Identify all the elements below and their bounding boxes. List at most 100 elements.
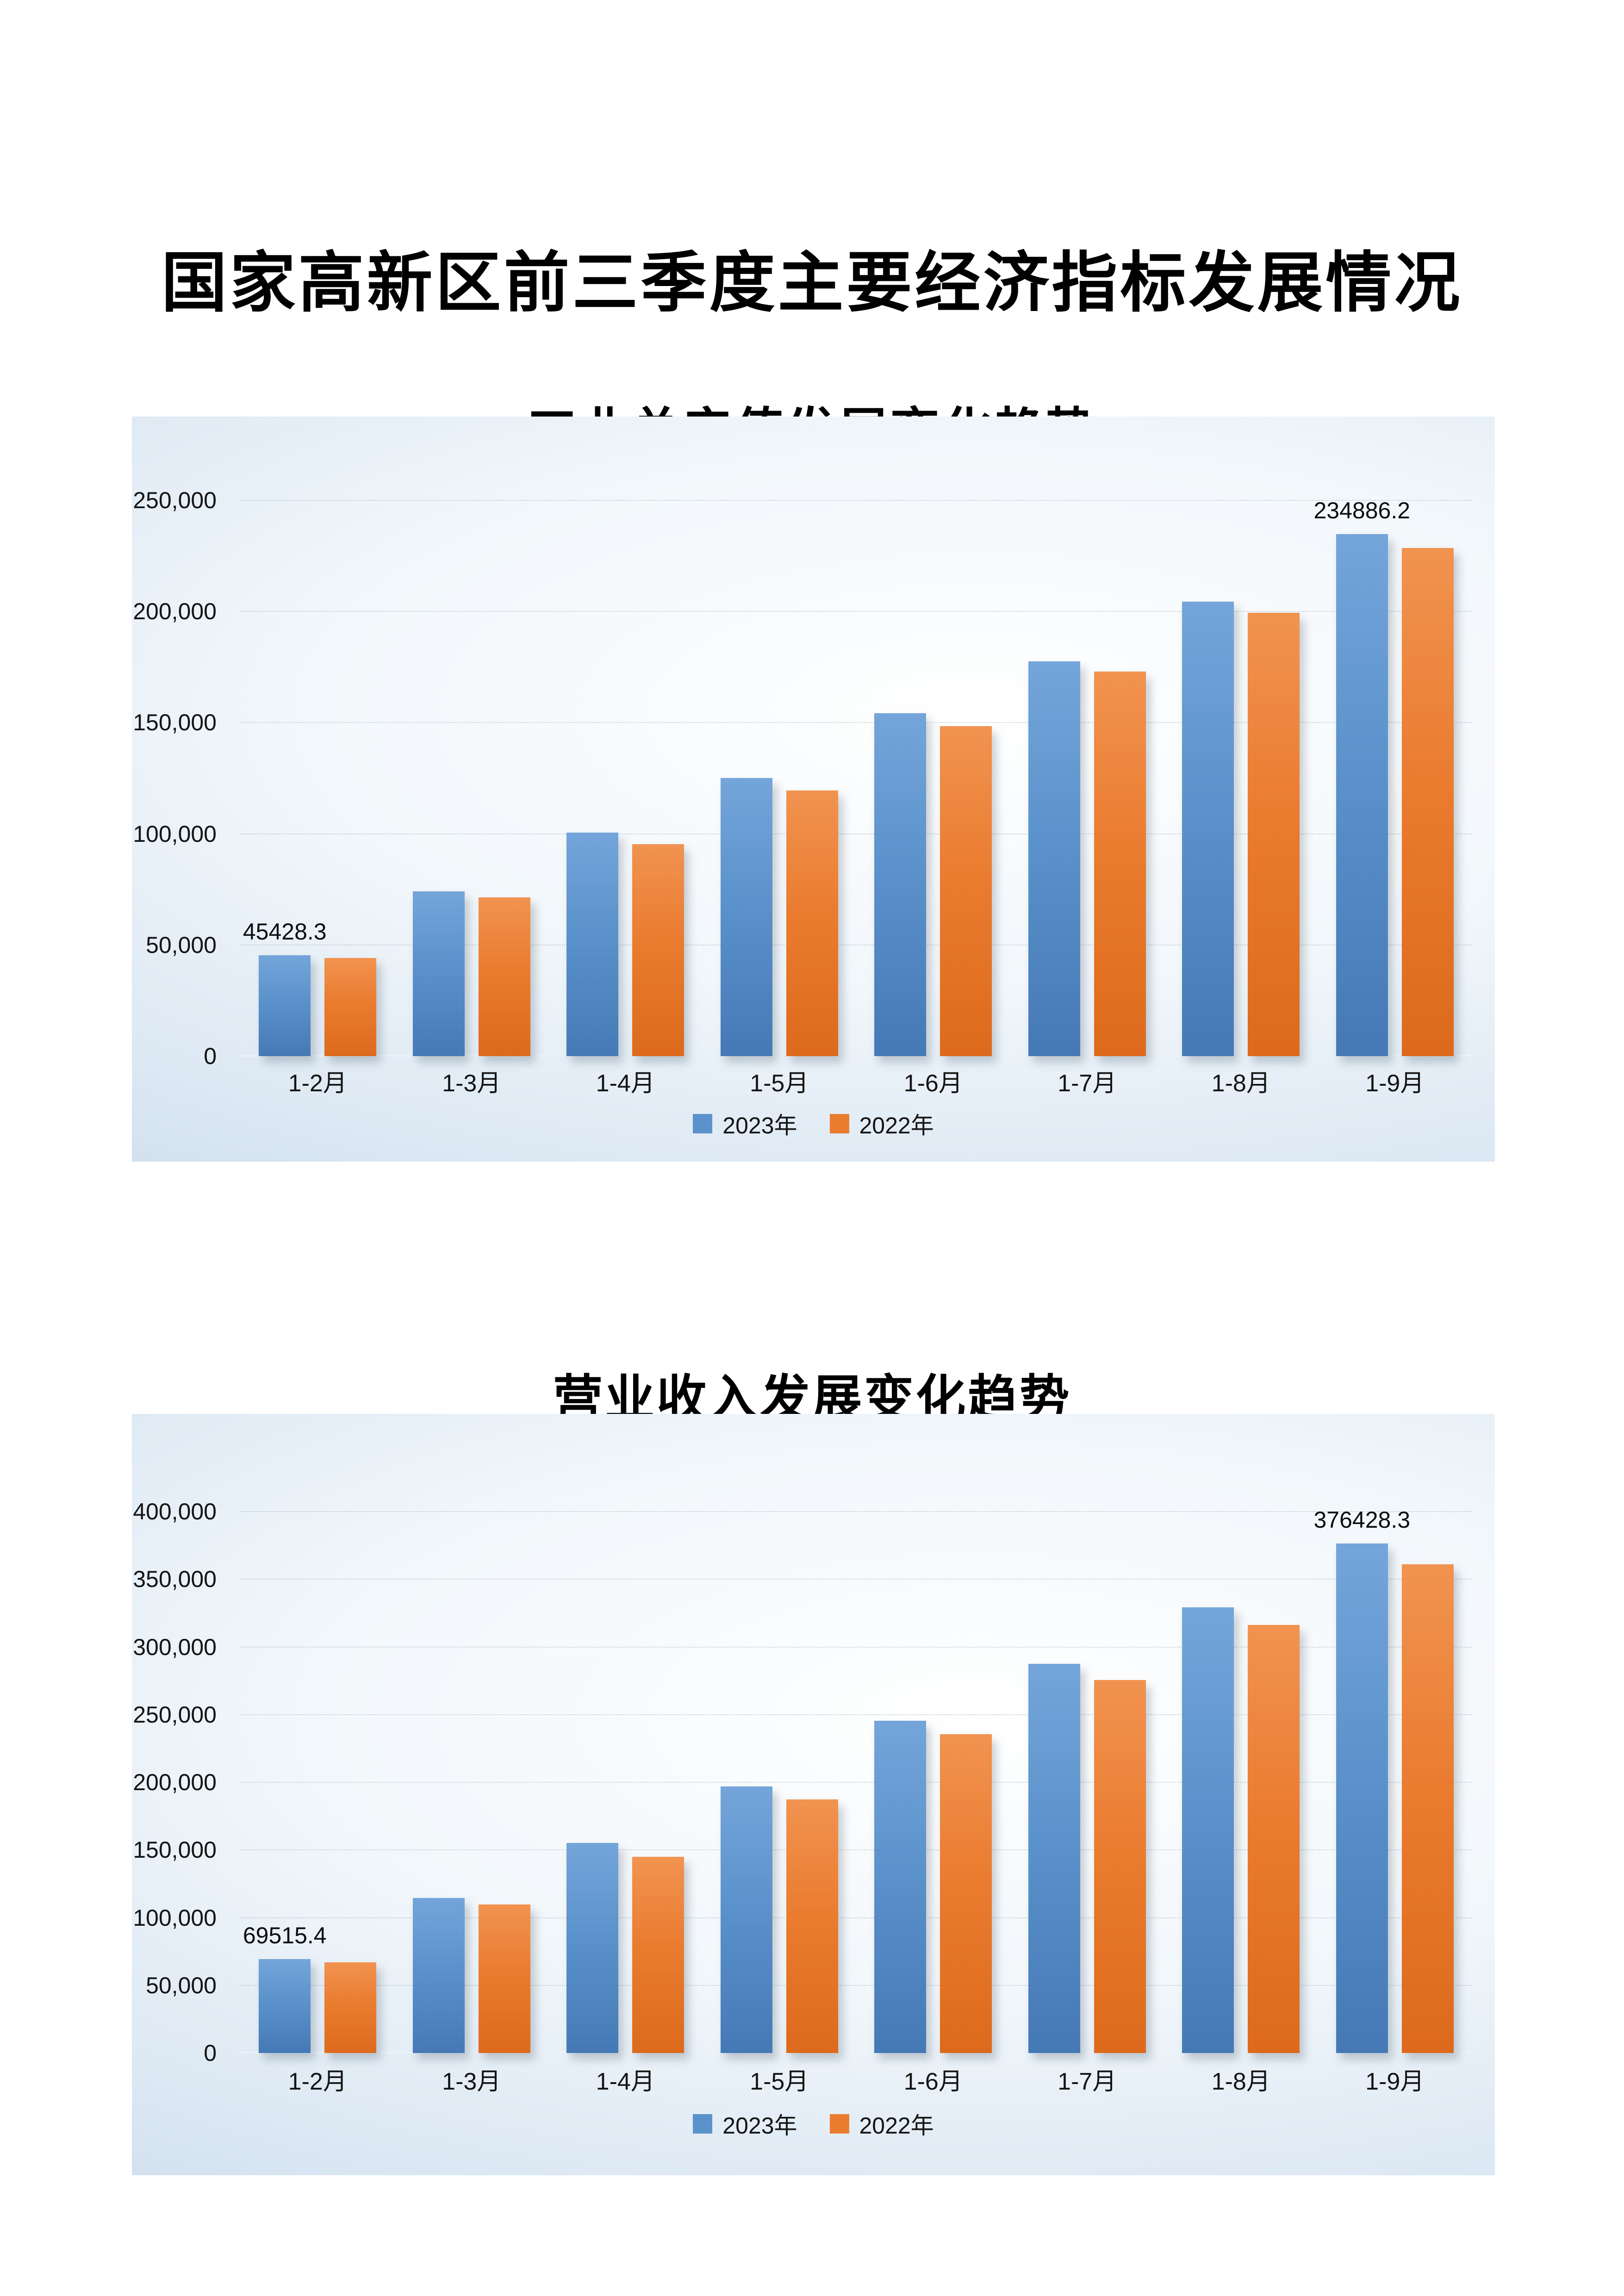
bar-group-1-9月: 376428.3 [1313, 1507, 1472, 2053]
bar-2022年-1-4月 [632, 1857, 684, 2053]
y-tick-label: 250,000 [133, 487, 217, 513]
y-tick-label: 200,000 [133, 1769, 217, 1795]
x-category-label-1-2月: 1-2月 [288, 1070, 347, 1097]
x-category-label-1-7月: 1-7月 [1058, 1070, 1117, 1097]
bar-group-1-3月 [395, 500, 549, 1056]
x-category-label-1-6月: 1-6月 [903, 2068, 963, 2095]
y-tick-label: 150,000 [133, 709, 217, 736]
bar-2023年-1-9月: 234886.2 [1313, 498, 1410, 1056]
bar-2023年-1-6月 [874, 1720, 927, 2053]
bar-2022年-1-2月 [324, 1962, 377, 2053]
y-tick-label: 0 [204, 2040, 217, 2066]
bar-group-1-2月: 69515.4 [241, 1512, 395, 2053]
bar-2023年-1-2月: 69515.4 [243, 1923, 327, 2053]
chart1-x-axis-labels: 1-2月 1-3月 1-4月 1-5月 1-6月 1-7月 1-8月 1-9月 [241, 1064, 1472, 1098]
bar-group-1-9月: 234886.2 [1313, 498, 1472, 1056]
bar-2022年-1-3月 [478, 897, 530, 1056]
y-tick-label: 50,000 [146, 932, 217, 958]
gridline-300,000 [241, 1646, 1472, 1648]
bar-2022年-1-9月 [1401, 1564, 1454, 2053]
bar-group-1-5月 [703, 500, 857, 1056]
x-category-label-1-3月: 1-3月 [442, 1070, 501, 1097]
bar-2023年-1-3月 [412, 891, 465, 1056]
bar-2022年-1-8月 [1248, 612, 1300, 1056]
data-label-2023年-1-9月: 234886.2 [1313, 497, 1411, 523]
bar-2023年-1-8月 [1182, 1607, 1234, 2053]
bar-2023年-1-5月 [720, 1786, 772, 2053]
bar-2023年-1-6月 [874, 713, 927, 1056]
x-category-label-1-2月: 1-2月 [288, 2068, 347, 2095]
x-category-label-1-5月: 1-5月 [750, 2068, 809, 2095]
bar-2022年-1-4月 [632, 844, 684, 1056]
bar-groups: 69515.4 376428.3 [241, 1507, 1472, 2053]
bar-2022年-1-6月 [940, 1734, 992, 2053]
x-category-label-1-7月: 1-7月 [1058, 2068, 1117, 2095]
bar-2023年-1-4月 [566, 1843, 619, 2053]
bar-2022年-1-5月 [786, 1799, 838, 2053]
gridline-0 [241, 1055, 1472, 1057]
bar-2023年-1-8月 [1182, 601, 1234, 1056]
y-tick-label: 300,000 [133, 1634, 217, 1660]
gridline-200,000 [241, 1782, 1472, 1783]
bar-2023年-1-3月 [412, 1898, 465, 2053]
legend-item-2023年: 2023年 [693, 1107, 797, 1140]
x-category-label-1-8月: 1-8月 [1211, 2068, 1270, 2095]
x-category-label-1-6月: 1-6月 [903, 1070, 963, 1097]
gridline-0 [241, 2052, 1472, 2053]
bar-group-1-7月 [1010, 500, 1164, 1056]
legend-swatch-2022年 [829, 1114, 849, 1133]
bar-2022年-1-7月 [1094, 1680, 1146, 2053]
x-category-label-1-4月: 1-4月 [596, 2068, 655, 2095]
bar-group-1-4月 [548, 1512, 703, 2053]
bar-2022年-1-6月 [940, 726, 992, 1056]
bar-group-1-6月 [856, 500, 1010, 1056]
chart-operating-revenue: 400,000 350,000 300,000 250,000 200,000 150,0… [132, 1414, 1495, 2175]
gridline-400,000 [241, 1511, 1472, 1512]
bar-group-1-2月: 45428.3 [241, 500, 395, 1056]
gridline-150,000 [241, 1849, 1472, 1851]
bar-group-1-4月 [548, 500, 703, 1056]
bar-2022年-1-7月 [1094, 671, 1146, 1056]
bar-group-1-8月 [1164, 1512, 1318, 2053]
data-label-2023年-1-2月: 45428.3 [243, 918, 327, 945]
bar-2023年-1-5月 [720, 778, 772, 1056]
chart1-legend: 2023年 2022年 [132, 1107, 1495, 1140]
bar-groups: 45428.3 234886.2 [241, 498, 1472, 1056]
legend-label-2023年: 2023年 [722, 2113, 797, 2139]
gridline-350,000 [241, 1579, 1472, 1580]
gridline-100,000 [241, 1917, 1472, 1918]
chart2-x-axis-labels: 1-2月 1-3月 1-4月 1-5月 1-6月 1-7月 1-8月 1-9月 [241, 2062, 1472, 2097]
x-category-label-1-8月: 1-8月 [1211, 1070, 1270, 1097]
gridline-250,000 [241, 1714, 1472, 1715]
gridline-50,000 [241, 1985, 1472, 1986]
x-category-label-1-3月: 1-3月 [442, 2068, 501, 2095]
legend-label-2022年: 2022年 [859, 1113, 934, 1139]
y-tick-label: 200,000 [133, 598, 217, 625]
legend-swatch-2023年 [693, 2114, 713, 2134]
legend-label-2023年: 2023年 [722, 1113, 797, 1139]
bar-2023年-1-4月 [566, 832, 619, 1056]
bar-2022年-1-3月 [478, 1904, 530, 2053]
legend-label-2022年: 2022年 [859, 2113, 934, 2139]
chart1-plot-area: 250,000 200,000 150,000 100,000 50,000 0 45428… [133, 487, 1472, 1069]
chart2-legend: 2023年 2022年 [132, 2107, 1495, 2140]
y-tick-label: 100,000 [133, 821, 217, 847]
bar-group-1-6月 [856, 1512, 1010, 2053]
page-title: 国家高新区前三季度主要经济指标发展情况 [161, 246, 1463, 320]
gridline-50,000 [241, 944, 1472, 946]
bar-group-1-8月 [1164, 500, 1318, 1056]
bar-2022年-1-5月 [786, 790, 838, 1056]
gridline-200,000 [241, 611, 1472, 612]
bar-2022年-1-9月 [1401, 548, 1454, 1056]
y-tick-label: 100,000 [133, 1904, 217, 1931]
gridline-150,000 [241, 722, 1472, 723]
bar-2022年-1-8月 [1248, 1625, 1300, 2053]
y-tick-label: 400,000 [133, 1499, 217, 1524]
legend-item-2022年: 2022年 [829, 1107, 934, 1140]
legend-item-2022年: 2022年 [829, 2107, 934, 2140]
y-tick-label: 50,000 [146, 1972, 217, 1998]
bar-group-1-3月 [395, 1512, 549, 2053]
bar-2023年-1-9月: 376428.3 [1313, 1507, 1410, 2053]
y-tick-label: 0 [204, 1043, 217, 1069]
legend-item-2023年: 2023年 [693, 2107, 797, 2140]
